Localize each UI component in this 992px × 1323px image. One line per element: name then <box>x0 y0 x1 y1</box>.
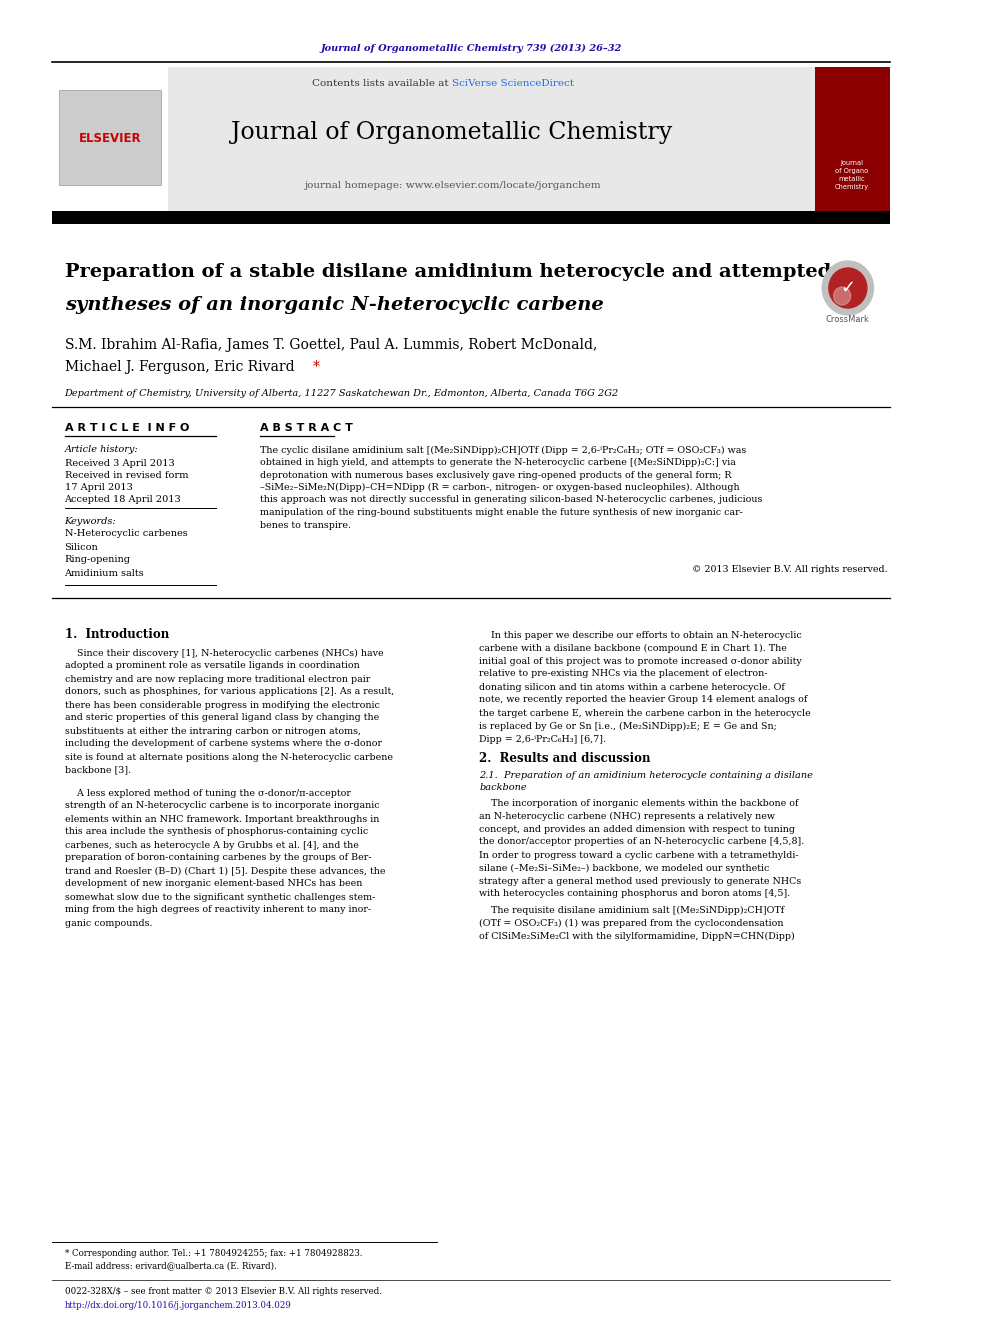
Text: –SiMe₂–SiMe₂N(Dipp)–CH=NDipp (R = carbon-, nitrogen- or oxygen-based nucleophile: –SiMe₂–SiMe₂N(Dipp)–CH=NDipp (R = carbon… <box>260 483 740 492</box>
Text: benes to transpire.: benes to transpire. <box>260 520 351 529</box>
Text: note, we recently reported the heavier Group 14 element analogs of: note, we recently reported the heavier G… <box>479 696 807 705</box>
Text: Preparation of a stable disilane amidinium heterocycle and attempted: Preparation of a stable disilane amidini… <box>64 263 831 280</box>
Text: obtained in high yield, and attempts to generate the N-heterocyclic carbene [(Me: obtained in high yield, and attempts to … <box>260 458 736 467</box>
Text: Keywords:: Keywords: <box>64 516 116 525</box>
Text: (OTf = OSO₂CF₃) (1) was prepared from the cyclocondensation: (OTf = OSO₂CF₃) (1) was prepared from th… <box>479 918 784 927</box>
Text: Article history:: Article history: <box>64 446 138 455</box>
Text: this area include the synthesis of phosphorus-containing cyclic: this area include the synthesis of phosp… <box>64 827 368 836</box>
Text: Received in revised form: Received in revised form <box>64 471 188 480</box>
Text: of ClSiMe₂SiMe₂Cl with the silylformamidine, DippN=CHN(Dipp): of ClSiMe₂SiMe₂Cl with the silylformamid… <box>479 931 796 941</box>
Text: Journal of Organometallic Chemistry: Journal of Organometallic Chemistry <box>231 122 673 144</box>
Text: Michael J. Ferguson, Eric Rivard: Michael J. Ferguson, Eric Rivard <box>64 360 295 374</box>
Text: substituents at either the intraring carbon or nitrogen atoms,: substituents at either the intraring car… <box>64 726 360 736</box>
Text: Journal of Organometallic Chemistry 739 (2013) 26–32: Journal of Organometallic Chemistry 739 … <box>320 44 622 53</box>
Text: SciVerse ScienceDirect: SciVerse ScienceDirect <box>452 78 574 87</box>
Text: deprotonation with numerous bases exclusively gave ring-opened products of the g: deprotonation with numerous bases exclus… <box>260 471 732 479</box>
Text: this approach was not directly successful in generating silicon-based N-heterocy: this approach was not directly successfu… <box>260 496 763 504</box>
Text: Since their discovery [1], N-heterocyclic carbenes (NHCs) have: Since their discovery [1], N-heterocycli… <box>64 648 383 658</box>
Text: concept, and provides an added dimension with respect to tuning: concept, and provides an added dimension… <box>479 824 796 833</box>
Text: ELSEVIER: ELSEVIER <box>78 131 142 144</box>
Text: Department of Chemistry, University of Alberta, 11227 Saskatchewan Dr., Edmonton: Department of Chemistry, University of A… <box>64 389 619 397</box>
Text: with heterocycles containing phosphorus and boron atoms [4,5].: with heterocycles containing phosphorus … <box>479 889 791 898</box>
Text: In order to progress toward a cyclic carbene with a tetramethyldi-: In order to progress toward a cyclic car… <box>479 851 800 860</box>
Text: The incorporation of inorganic elements within the backbone of: The incorporation of inorganic elements … <box>479 799 799 807</box>
Text: carbene with a disilane backbone (compound E in Chart 1). The: carbene with a disilane backbone (compou… <box>479 643 788 652</box>
Text: adopted a prominent role as versatile ligands in coordination: adopted a prominent role as versatile li… <box>64 662 359 671</box>
Text: 1.  Introduction: 1. Introduction <box>64 628 169 642</box>
Text: there has been considerable progress in modifying the electronic: there has been considerable progress in … <box>64 700 379 709</box>
Text: Accepted 18 April 2013: Accepted 18 April 2013 <box>64 496 182 504</box>
Text: is replaced by Ge or Sn [i.e., (Me₂SiNDipp)₂E; E = Ge and Sn;: is replaced by Ge or Sn [i.e., (Me₂SiNDi… <box>479 721 777 730</box>
Text: A B S T R A C T: A B S T R A C T <box>260 423 353 433</box>
Text: 2.1.  Preparation of an amidinium heterocycle containing a disilane: 2.1. Preparation of an amidinium heteroc… <box>479 770 813 779</box>
Text: site is found at alternate positions along the N-heterocyclic carbene: site is found at alternate positions alo… <box>64 753 393 762</box>
Text: ganic compounds.: ganic compounds. <box>64 918 152 927</box>
Text: A R T I C L E  I N F O: A R T I C L E I N F O <box>64 423 188 433</box>
Circle shape <box>833 287 851 306</box>
Text: and steric properties of this general ligand class by changing the: and steric properties of this general li… <box>64 713 379 722</box>
Text: http://dx.doi.org/10.1016/j.jorganchem.2013.04.029: http://dx.doi.org/10.1016/j.jorganchem.2… <box>64 1301 292 1310</box>
Bar <box>53 67 168 216</box>
Text: In this paper we describe our efforts to obtain an N-heterocyclic: In this paper we describe our efforts to… <box>479 631 803 639</box>
Text: 2.  Results and discussion: 2. Results and discussion <box>479 751 651 765</box>
Text: strength of an N-heterocyclic carbene is to incorporate inorganic: strength of an N-heterocyclic carbene is… <box>64 802 379 811</box>
Bar <box>59 90 162 185</box>
Circle shape <box>829 269 867 308</box>
Text: relative to pre-existing NHCs via the placement of electron-: relative to pre-existing NHCs via the pl… <box>479 669 768 679</box>
Text: 17 April 2013: 17 April 2013 <box>64 483 133 492</box>
Text: E-mail address: erivard@ualberta.ca (E. Rivard).: E-mail address: erivard@ualberta.ca (E. … <box>64 1262 277 1270</box>
Text: strategy after a general method used previously to generate NHCs: strategy after a general method used pre… <box>479 877 802 885</box>
Text: including the development of carbene systems where the σ-donor: including the development of carbene sys… <box>64 740 382 749</box>
Text: donating silicon and tin atoms within a carbene heterocycle. Of: donating silicon and tin atoms within a … <box>479 683 786 692</box>
Text: backbone: backbone <box>479 782 527 791</box>
Text: The requisite disilane amidinium salt [(Me₂SiNDipp)₂CH]OTf: The requisite disilane amidinium salt [(… <box>479 905 785 914</box>
Text: backbone [3].: backbone [3]. <box>64 766 131 774</box>
Text: S.M. Ibrahim Al-Rafia, James T. Goettel, Paul A. Lummis, Robert McDonald,: S.M. Ibrahim Al-Rafia, James T. Goettel,… <box>64 337 597 352</box>
Text: ✓: ✓ <box>840 279 855 296</box>
Text: development of new inorganic element-based NHCs has been: development of new inorganic element-bas… <box>64 880 362 889</box>
Text: The cyclic disilane amidinium salt [(Me₂SiNDipp)₂CH]OTf (Dipp = 2,6-ⁱPr₂C₆H₃; OT: The cyclic disilane amidinium salt [(Me₂… <box>260 446 746 455</box>
Text: initial goal of this project was to promote increased σ-donor ability: initial goal of this project was to prom… <box>479 656 803 665</box>
Text: N-Heterocyclic carbenes: N-Heterocyclic carbenes <box>64 529 187 538</box>
Bar <box>814 67 890 216</box>
Text: preparation of boron-containing carbenes by the groups of Ber-: preparation of boron-containing carbenes… <box>64 853 371 863</box>
Bar <box>53 210 890 224</box>
Text: chemistry and are now replacing more traditional electron pair: chemistry and are now replacing more tra… <box>64 675 370 684</box>
Text: syntheses of an inorganic N-heterocyclic carbene: syntheses of an inorganic N-heterocyclic… <box>64 296 603 314</box>
Text: somewhat slow due to the significant synthetic challenges stem-: somewhat slow due to the significant syn… <box>64 893 375 901</box>
Text: A less explored method of tuning the σ-donor/π-acceptor: A less explored method of tuning the σ-d… <box>64 789 350 798</box>
Text: © 2013 Elsevier B.V. All rights reserved.: © 2013 Elsevier B.V. All rights reserved… <box>692 565 888 573</box>
Text: the target carbene E, wherein the carbene carbon in the heterocycle: the target carbene E, wherein the carben… <box>479 709 811 717</box>
Text: Amidinium salts: Amidinium salts <box>64 569 144 578</box>
Bar <box>53 67 890 216</box>
Text: * Corresponding author. Tel.: +1 7804924255; fax: +1 7804928823.: * Corresponding author. Tel.: +1 7804924… <box>64 1249 362 1258</box>
Text: ming from the high degrees of reactivity inherent to many inor-: ming from the high degrees of reactivity… <box>64 905 371 914</box>
Text: Contents lists available at: Contents lists available at <box>312 78 452 87</box>
Text: the donor/acceptor properties of an N-heterocyclic carbene [4,5,8].: the donor/acceptor properties of an N-he… <box>479 837 805 847</box>
Text: Silicon: Silicon <box>64 542 98 552</box>
Text: Ring-opening: Ring-opening <box>64 556 131 565</box>
Text: Journal
of Organo
metallic
Chemistry: Journal of Organo metallic Chemistry <box>834 160 869 191</box>
Text: trand and Roesler (B–D) (Chart 1) [5]. Despite these advances, the: trand and Roesler (B–D) (Chart 1) [5]. D… <box>64 867 385 876</box>
Text: 0022-328X/$ – see front matter © 2013 Elsevier B.V. All rights reserved.: 0022-328X/$ – see front matter © 2013 El… <box>64 1286 382 1295</box>
Text: journal homepage: www.elsevier.com/locate/jorganchem: journal homepage: www.elsevier.com/locat… <box>304 180 600 189</box>
Text: Received 3 April 2013: Received 3 April 2013 <box>64 459 175 468</box>
Circle shape <box>822 261 874 315</box>
Text: *: * <box>312 360 319 374</box>
Text: Dipp = 2,6-ⁱPr₂C₆H₃] [6,7].: Dipp = 2,6-ⁱPr₂C₆H₃] [6,7]. <box>479 734 606 744</box>
Text: donors, such as phosphines, for various applications [2]. As a result,: donors, such as phosphines, for various … <box>64 688 394 696</box>
Text: an N-heterocyclic carbene (NHC) represents a relatively new: an N-heterocyclic carbene (NHC) represen… <box>479 811 776 820</box>
Text: manipulation of the ring-bound substituents might enable the future synthesis of: manipulation of the ring-bound substitue… <box>260 508 743 517</box>
Text: elements within an NHC framework. Important breakthroughs in: elements within an NHC framework. Import… <box>64 815 379 823</box>
Text: CrossMark: CrossMark <box>826 315 870 324</box>
Text: silane (–Me₂Si–SiMe₂–) backbone, we modeled our synthetic: silane (–Me₂Si–SiMe₂–) backbone, we mode… <box>479 864 770 873</box>
Text: carbenes, such as heterocycle A by Grubbs et al. [4], and the: carbenes, such as heterocycle A by Grubb… <box>64 840 358 849</box>
